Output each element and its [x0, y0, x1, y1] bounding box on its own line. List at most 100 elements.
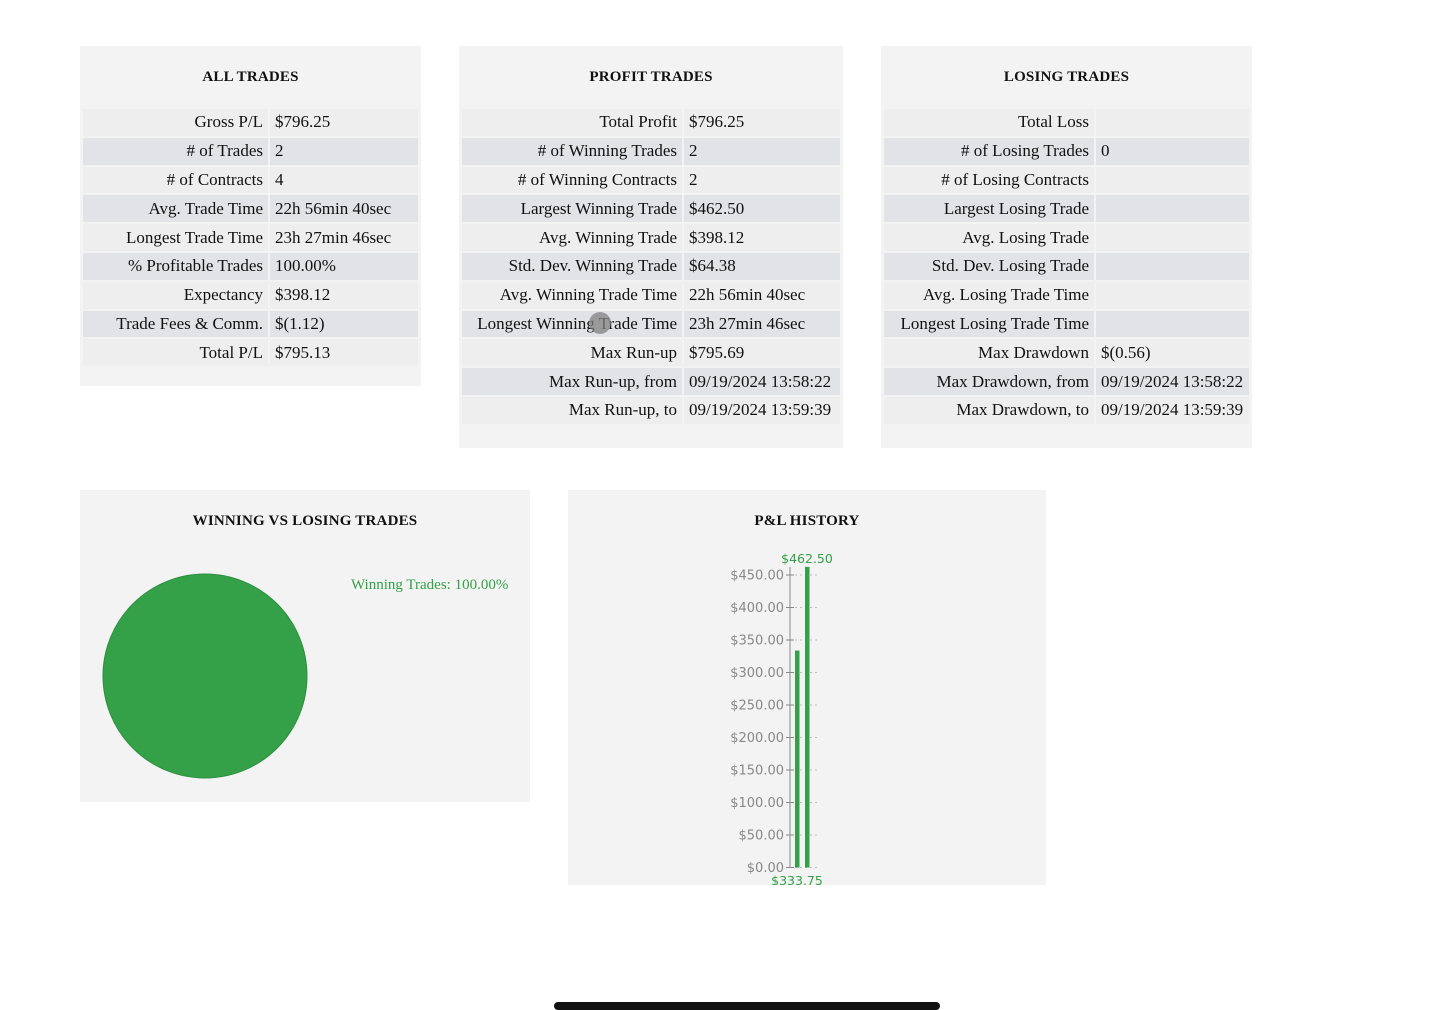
- losing-trades-row-label: Longest Losing Trade Time: [884, 310, 1094, 338]
- profit-trades-row-label: Total Profit: [462, 109, 682, 136]
- all-trades-row-label: Longest Trade Time: [83, 224, 268, 251]
- profit-trades-row-label: # of Winning Contracts: [462, 166, 682, 194]
- profit-trades-row: Max Run-up $795.69: [462, 339, 840, 367]
- all-trades-row-label: Trade Fees & Comm.: [83, 310, 268, 338]
- losing-trades-row-value: [1096, 195, 1249, 223]
- all-trades-row-label: # of Contracts: [83, 166, 268, 194]
- touch-cursor: [589, 312, 611, 334]
- profit-trades-row-value: $64.38: [684, 252, 840, 280]
- profit-trades-row: Std. Dev. Winning Trade $64.38: [462, 252, 840, 280]
- all-trades-row-label: Expectancy: [83, 281, 268, 309]
- home-indicator[interactable]: [554, 1002, 940, 1010]
- losing-trades-row-value: [1096, 224, 1249, 251]
- profit-trades-row: Longest Winning Trade Time 23h 27min 46se…: [462, 310, 840, 338]
- profit-trades-title: PROFIT TRADES: [589, 69, 713, 85]
- all-trades-row: Trade Fees & Comm. $(1.12): [83, 310, 418, 338]
- losing-trades-row-value: [1096, 166, 1249, 194]
- y-tick-label: $250.00: [730, 699, 784, 714]
- profit-trades-row-value: 22h 56min 40sec: [684, 281, 840, 309]
- profit-trades-row: Avg. Winning Trade Time 22h 56min 40sec: [462, 281, 840, 309]
- losing-trades-row-label: Total Loss: [884, 109, 1094, 136]
- bar-data-label: $333.75: [771, 873, 823, 885]
- losing-trades-row: Std. Dev. Losing Trade: [884, 252, 1249, 280]
- profit-trades-row: Avg. Winning Trade $398.12: [462, 224, 840, 251]
- y-tick-label: $450.00: [730, 569, 784, 584]
- profit-trades-row-value: $796.25: [684, 109, 840, 136]
- y-tick-label: $100.00: [730, 796, 784, 811]
- all-trades-table: Gross P/L $796.25 # of Trades 2 # of Contrac…: [81, 107, 420, 368]
- losing-trades-row-value: [1096, 109, 1249, 136]
- all-trades-row: Gross P/L $796.25: [83, 109, 418, 136]
- profit-trades-row-label: Largest Winning Trade: [462, 195, 682, 223]
- y-tick-label: $350.00: [730, 634, 784, 649]
- profit-trades-row-label: Avg. Winning Trade Time: [462, 281, 682, 309]
- y-tick-label: $50.00: [739, 829, 785, 844]
- profit-trades-row-label: Max Run-up, to: [462, 396, 682, 424]
- pl-history-bar-chart: $0.00 $50.00 $100.00 $150.00 $200.00 $250.00 $…: [730, 551, 833, 885]
- all-trades-row: Avg. Trade Time 22h 56min 40sec: [83, 195, 418, 223]
- profit-trades-row: Max Run-up, from 09/19/2024 13:58:22: [462, 368, 840, 395]
- pie-slice: [102, 573, 308, 779]
- all-trades-row-label: % Profitable Trades: [83, 252, 268, 280]
- all-trades-row-value: $796.25: [270, 109, 418, 136]
- losing-trades-panel: LOSING TRADES Total Loss # of Losing Trad…: [881, 46, 1252, 448]
- profit-trades-row-label: Max Run-up, from: [462, 368, 682, 395]
- y-tick-label: $150.00: [730, 764, 784, 779]
- profit-trades-row-label: # of Winning Trades: [462, 137, 682, 165]
- all-trades-row-label: Gross P/L: [83, 109, 268, 136]
- all-trades-row-value: $398.12: [270, 281, 418, 309]
- losing-trades-row: Longest Losing Trade Time: [884, 310, 1249, 338]
- win-loss-pie-chart: [102, 573, 308, 779]
- all-trades-panel: ALL TRADES Gross P/L $796.25 # of Trades 2 #…: [80, 46, 421, 386]
- losing-trades-row-value: 09/19/2024 13:58:22: [1096, 368, 1249, 395]
- pl-history-title: P&L HISTORY: [754, 513, 860, 529]
- all-trades-row-value: $(1.12): [270, 310, 418, 338]
- losing-trades-row: Max Drawdown, from 09/19/2024 13:58:22: [884, 368, 1249, 395]
- losing-trades-row-label: # of Losing Contracts: [884, 166, 1094, 194]
- profit-trades-row-label: Max Run-up: [462, 339, 682, 367]
- all-trades-row: Longest Trade Time 23h 27min 46sec: [83, 224, 418, 251]
- all-trades-row-label: Avg. Trade Time: [83, 195, 268, 223]
- losing-trades-row-label: Max Drawdown, to: [884, 396, 1094, 424]
- profit-trades-row-value: 2: [684, 166, 840, 194]
- all-trades-row-label: Total P/L: [83, 339, 268, 367]
- all-trades-row: # of Contracts 4: [83, 166, 418, 194]
- losing-trades-row-value: [1096, 310, 1249, 338]
- profit-trades-row-value: 2: [684, 137, 840, 165]
- pl-bar: [795, 650, 800, 868]
- losing-trades-row-label: Max Drawdown: [884, 339, 1094, 367]
- profit-trades-row: Total Profit $796.25: [462, 109, 840, 136]
- losing-trades-row: Avg. Losing Trade: [884, 224, 1249, 251]
- profit-trades-panel: PROFIT TRADES Total Profit $796.25 # of Wi…: [459, 46, 843, 448]
- losing-trades-row-label: Avg. Losing Trade: [884, 224, 1094, 251]
- profit-trades-row-value: 23h 27min 46sec: [684, 310, 840, 338]
- losing-trades-row: Max Drawdown, to 09/19/2024 13:59:39: [884, 396, 1249, 424]
- win-loss-title: WINNING VS LOSING TRADES: [192, 513, 418, 529]
- pl-bar: [805, 566, 810, 868]
- profit-trades-row: Largest Winning Trade $462.50: [462, 195, 840, 223]
- losing-trades-row: # of Losing Contracts: [884, 166, 1249, 194]
- all-trades-row: % Profitable Trades 100.00%: [83, 252, 418, 280]
- profit-trades-row: Max Run-up, to 09/19/2024 13:59:39: [462, 396, 840, 424]
- losing-trades-row-value: [1096, 252, 1249, 280]
- y-tick-label: $0.00: [747, 861, 784, 876]
- all-trades-row-value: 23h 27min 46sec: [270, 224, 418, 251]
- all-trades-row-value: 100.00%: [270, 252, 418, 280]
- y-tick-label: $200.00: [730, 731, 784, 746]
- losing-trades-row: Max Drawdown $(0.56): [884, 339, 1249, 367]
- profit-trades-row-label: Avg. Winning Trade: [462, 224, 682, 251]
- profit-trades-table: Total Profit $796.25 # of Winning Trades 2 #…: [460, 107, 842, 426]
- losing-trades-row: Avg. Losing Trade Time: [884, 281, 1249, 309]
- y-tick-label: $400.00: [730, 601, 784, 616]
- profit-trades-row-value: $462.50: [684, 195, 840, 223]
- all-trades-row: Expectancy $398.12: [83, 281, 418, 309]
- profit-trades-row-label: Std. Dev. Winning Trade: [462, 252, 682, 280]
- profit-trades-row-label: Longest Winning Trade Time: [462, 310, 682, 338]
- all-trades-title: ALL TRADES: [202, 69, 299, 85]
- losing-trades-row: Total Loss: [884, 109, 1249, 136]
- all-trades-row-value: 22h 56min 40sec: [270, 195, 418, 223]
- losing-trades-row-label: Avg. Losing Trade Time: [884, 281, 1094, 309]
- losing-trades-row-label: Std. Dev. Losing Trade: [884, 252, 1094, 280]
- win-loss-panel: WINNING VS LOSING TRADES Winning Trades:…: [80, 490, 530, 802]
- losing-trades-row-value: 0: [1096, 137, 1249, 165]
